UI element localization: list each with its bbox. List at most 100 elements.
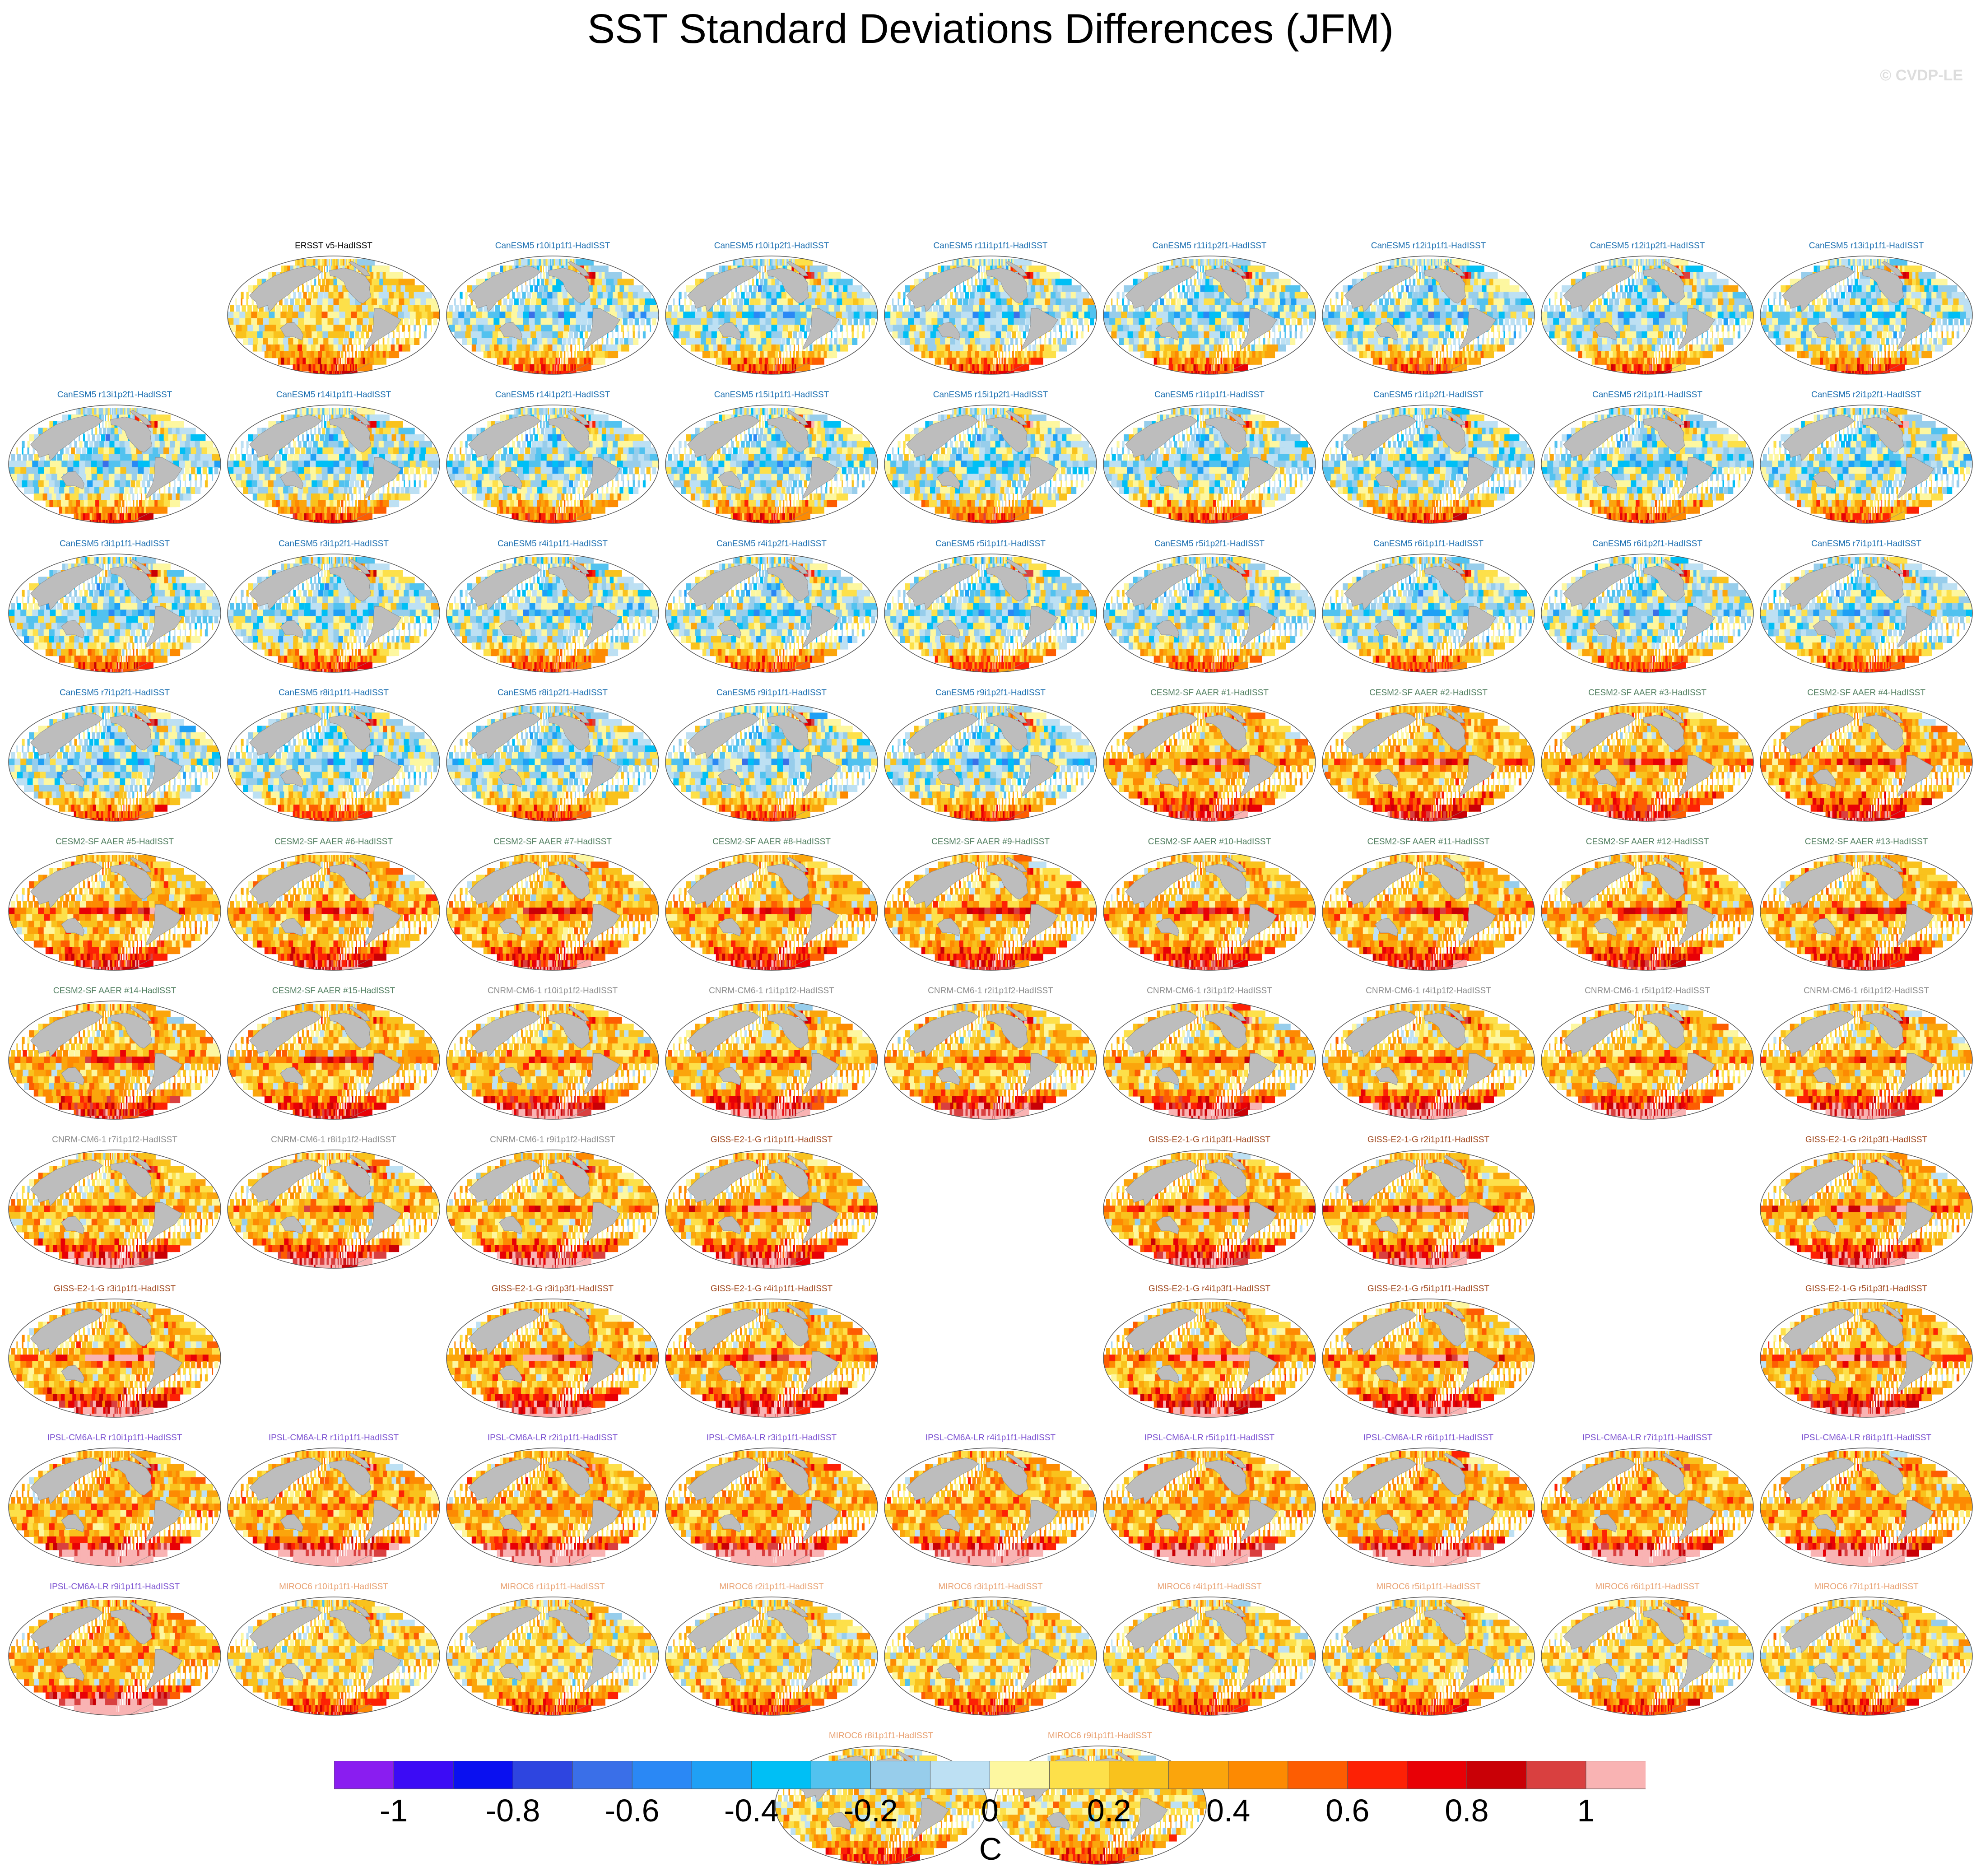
sst-cell [339,298,346,306]
sst-cell [316,318,323,326]
sst-cell [524,305,530,312]
sst-cell [1017,331,1021,339]
sst-cell [776,292,783,299]
sst-cell [805,344,808,352]
sst-cell [1387,312,1394,319]
sst-cell [754,305,760,312]
sst-cell [298,318,306,326]
sst-cell [967,285,971,293]
sst-cell [310,305,316,312]
sst-cell [585,331,588,339]
sst-cell [529,312,535,319]
sst-cell [1456,351,1460,358]
sst-cell [1405,305,1411,312]
sst-cell [1711,312,1719,319]
sst-cell [847,312,855,319]
sst-cell [1214,331,1220,339]
sst-cell [310,318,317,326]
sst-cell [1322,312,1329,319]
sst-cell [1658,351,1660,358]
sst-cell [1544,305,1548,312]
sst-cell [421,312,428,319]
sst-cell [1653,312,1660,319]
sst-cell [1647,312,1654,319]
sst-cell [1665,318,1671,326]
sst-cell [1186,305,1192,312]
sst-cell [665,312,672,319]
sst-cell [507,292,510,299]
sst-cell [753,318,761,326]
sst-cell [748,279,750,286]
sst-cell [591,265,609,273]
sst-cell [1832,305,1837,312]
sst-cell [986,279,991,286]
sst-cell [761,292,767,299]
sst-cell [771,285,777,293]
sst-cell [1491,338,1494,345]
sst-cell [986,259,987,266]
sst-cell [1434,358,1436,365]
sst-cell [1483,351,1494,358]
sst-cell [628,331,629,339]
sst-cell [547,292,553,299]
sst-cell [529,318,536,326]
sst-cell [1710,338,1713,345]
sst-cell [962,305,967,312]
sst-cell [767,364,771,372]
sst-cell [790,351,791,358]
sst-cell [333,371,335,374]
sst-cell [1423,331,1429,339]
sst-cell [975,272,976,279]
sst-cell [1309,318,1313,326]
sst-cell [1729,318,1734,326]
sst-cell [1631,298,1637,306]
sst-cell [716,298,721,306]
sst-cell [286,312,293,319]
sst-cell [890,312,897,319]
sst-cell [1674,351,1679,358]
sst-cell [1065,325,1067,332]
sst-cell [1616,285,1618,293]
sst-cell [691,285,696,293]
sst-cell [685,305,690,312]
sst-cell [1419,272,1422,279]
sst-cell [1200,285,1205,293]
sst-cell [1647,331,1653,339]
sst-cell [990,279,995,286]
sst-cell [349,358,353,365]
sst-cell [337,351,340,358]
sst-cell [968,298,974,306]
sst-cell [1453,351,1456,358]
sst-cell [561,344,565,352]
sst-cell [1576,312,1583,319]
sst-cell [343,338,348,345]
sst-cell [552,292,559,299]
sst-cell [1682,318,1688,326]
sst-cell [242,305,246,312]
sst-cell [1632,279,1635,286]
sst-cell [1001,351,1004,358]
sst-cell [771,265,775,273]
sst-cell [799,351,803,358]
sst-cell [321,312,328,319]
sst-cell [1015,351,1018,358]
sst-cell [499,312,506,319]
sst-cell [1050,331,1051,339]
sst-cell [1285,318,1290,326]
sst-cell [789,358,794,365]
sst-cell [1670,325,1675,332]
sst-cell [1685,344,1688,352]
sst-cell [1215,358,1217,365]
sst-cell [536,331,543,339]
sst-cell [1629,318,1637,326]
sst-cell [1630,305,1636,312]
sst-cell [1250,358,1262,365]
sst-cell [1204,259,1206,266]
sst-cell [280,312,287,319]
land-mask [937,322,960,340]
sst-cell [1522,318,1526,326]
sst-cell [1504,318,1509,326]
sst-cell [977,285,981,293]
sst-cell [1839,285,1842,293]
sst-cell [1279,312,1287,319]
